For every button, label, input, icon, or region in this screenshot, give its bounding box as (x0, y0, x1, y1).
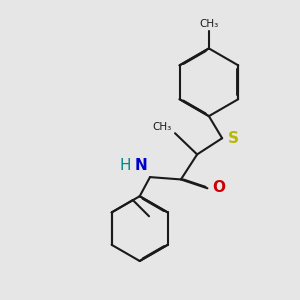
Text: S: S (227, 131, 239, 146)
Text: O: O (212, 180, 225, 195)
Text: CH₃: CH₃ (199, 19, 218, 29)
Text: H: H (119, 158, 131, 173)
Text: N: N (135, 158, 148, 173)
Text: CH₃: CH₃ (152, 122, 172, 132)
